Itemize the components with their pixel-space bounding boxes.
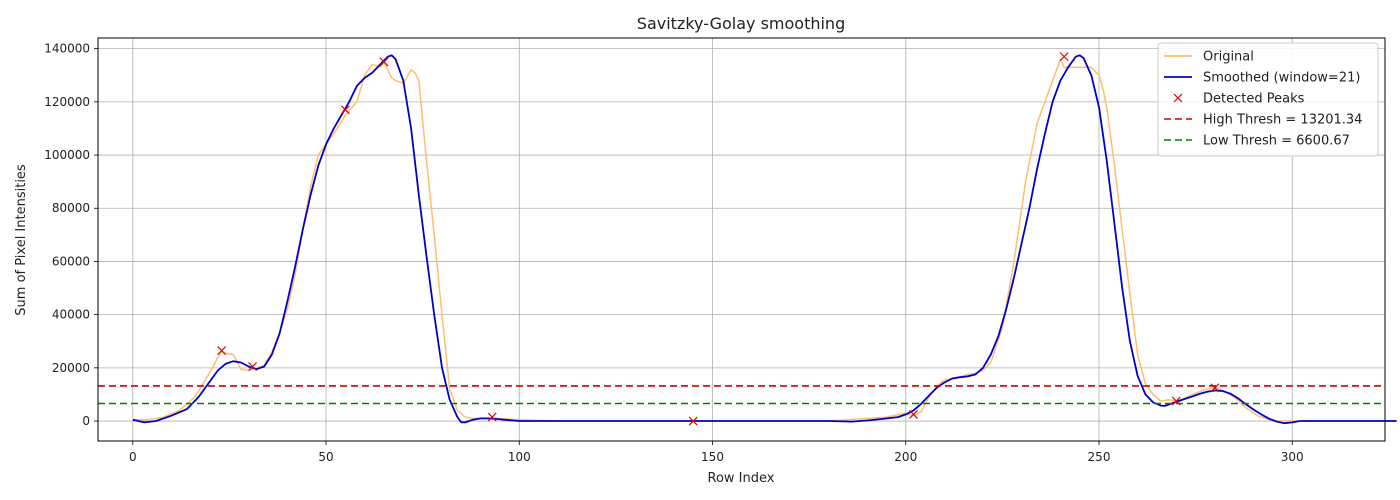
legend-label: Smoothed (window=21) xyxy=(1203,71,1360,86)
peak-marker xyxy=(379,57,389,67)
y-tick-label: 40000 xyxy=(52,308,90,322)
y-tick-label: 120000 xyxy=(44,95,90,109)
peak-marker-stroke xyxy=(340,105,350,115)
peak-marker xyxy=(487,412,497,422)
peak-marker xyxy=(248,362,258,371)
peak-marker-stroke xyxy=(1059,52,1069,62)
peak-marker-stroke xyxy=(909,409,918,419)
legend-label: Low Thresh = 6600.67 xyxy=(1203,134,1350,149)
x-tick-label: 50 xyxy=(318,450,333,464)
x-tick-label: 150 xyxy=(701,450,724,464)
legend-marker-x xyxy=(1173,93,1183,103)
peak-marker xyxy=(340,105,350,115)
x-tick-label: 250 xyxy=(1088,450,1111,464)
peak-marker-stroke xyxy=(1210,383,1220,393)
legend-label: High Thresh = 13201.34 xyxy=(1203,113,1362,128)
peak-marker xyxy=(217,346,227,355)
x-tick-label: 300 xyxy=(1281,450,1304,464)
y-axis-label: Sum of Pixel Intensities xyxy=(14,164,29,316)
chart-title: Savitzky-Golay smoothing xyxy=(637,14,845,33)
y-tick-label: 20000 xyxy=(52,361,90,375)
plot-frame xyxy=(97,37,1386,442)
legend-label: Original xyxy=(1203,50,1254,65)
peak-marker-stroke xyxy=(487,412,497,422)
peak-marker-stroke xyxy=(688,416,698,426)
peak-marker-stroke xyxy=(217,346,227,355)
peak-marker-stroke xyxy=(379,57,389,67)
y-tick-label: 60000 xyxy=(52,254,90,268)
legend-label: Detected Peaks xyxy=(1203,92,1305,107)
x-axis-label: Row Index xyxy=(708,471,775,486)
y-tick-label: 100000 xyxy=(44,148,90,162)
plot-area xyxy=(98,52,1397,426)
peak-marker xyxy=(1171,396,1181,406)
y-tick-label: 140000 xyxy=(44,42,90,56)
smoothed-line xyxy=(132,54,1397,425)
peak-marker-stroke xyxy=(1171,396,1181,406)
peak-marker xyxy=(1210,383,1220,393)
peak-marker-stroke xyxy=(248,362,258,371)
peak-marker xyxy=(1059,52,1069,62)
legend: Original Smoothed (window=21) Detected Pea… xyxy=(1157,42,1379,157)
x-tick-label: 200 xyxy=(894,450,917,464)
y-tick-label: 80000 xyxy=(52,201,90,215)
x-tick-label: 100 xyxy=(508,450,531,464)
x-tick-label: 0 xyxy=(129,450,137,464)
peak-marker xyxy=(688,416,698,426)
y-tick-label: 0 xyxy=(82,414,90,428)
legend-box xyxy=(1157,42,1379,157)
axis-ticks: 0 50 100 150 200 250 300 0 20000 40000 60000 80000 1… xyxy=(44,42,1304,464)
peak-marker xyxy=(909,409,918,419)
